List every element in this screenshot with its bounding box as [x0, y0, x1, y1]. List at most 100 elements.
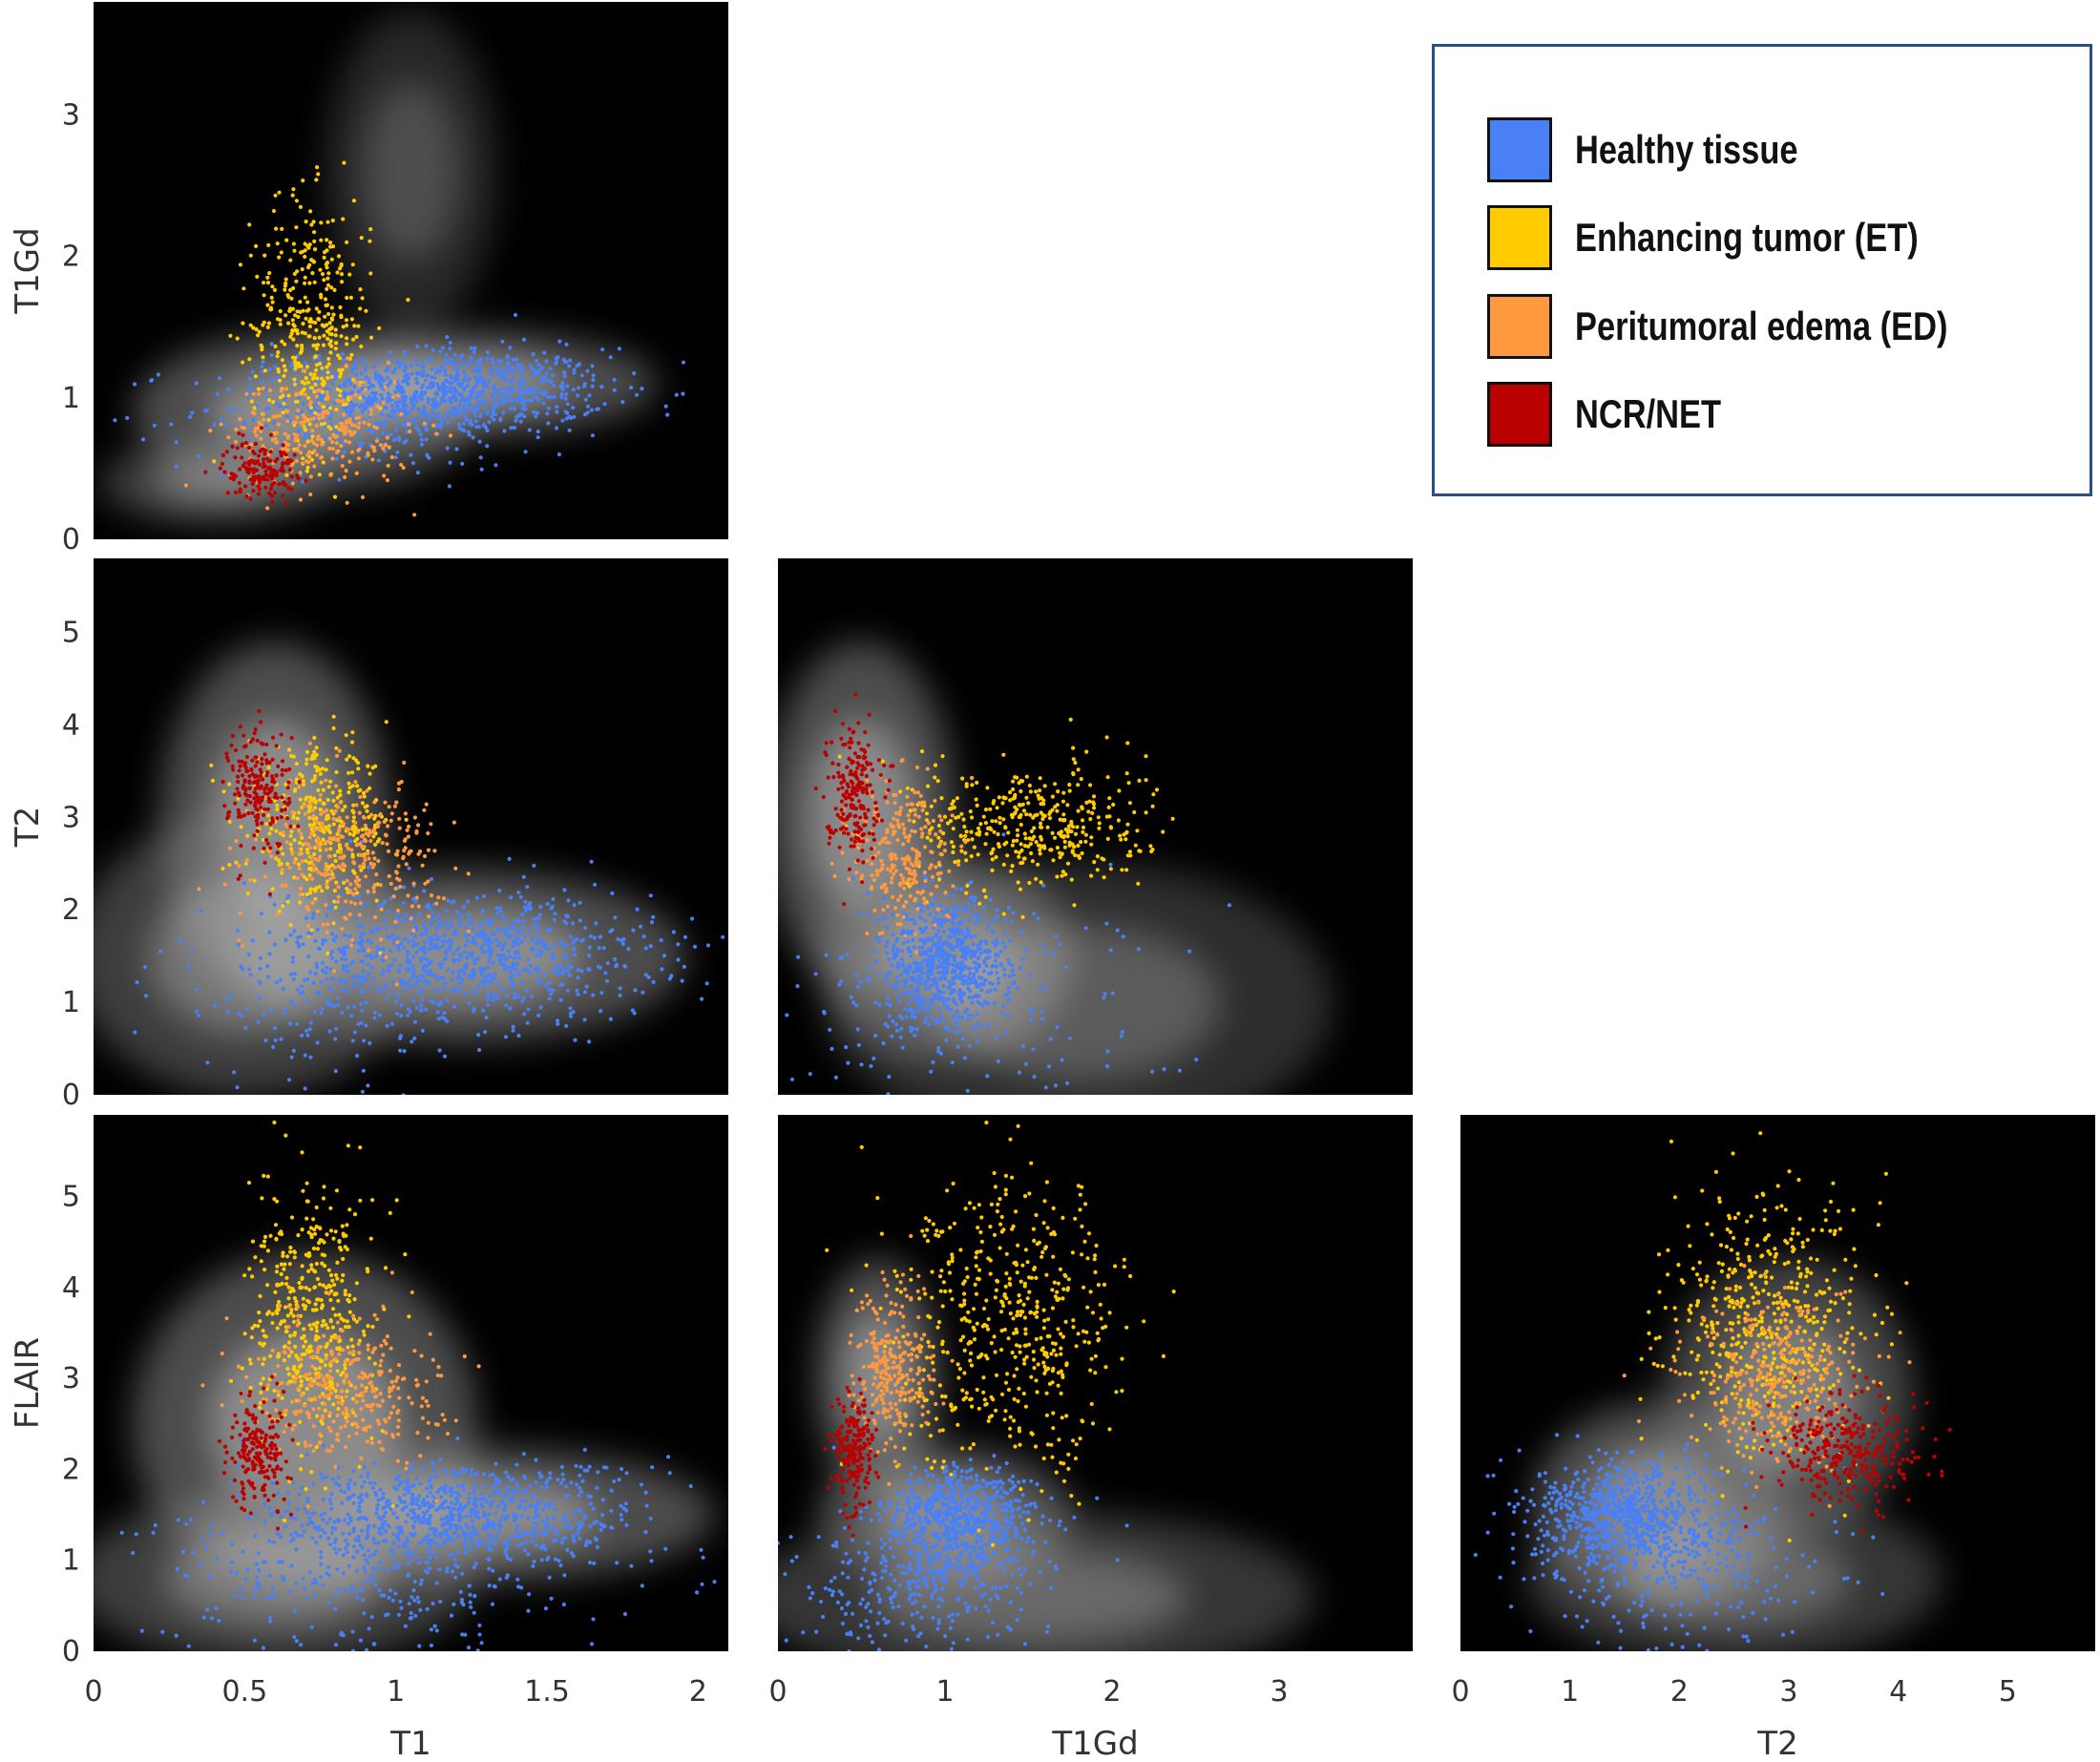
data-point	[266, 321, 271, 325]
data-point	[519, 912, 525, 917]
data-point	[242, 813, 247, 818]
data-point	[284, 883, 288, 888]
data-point	[566, 964, 571, 969]
data-point	[997, 976, 1001, 981]
data-point	[891, 947, 895, 953]
data-point	[304, 1028, 309, 1033]
data-point	[887, 982, 892, 987]
data-point	[262, 451, 267, 456]
data-point	[481, 978, 486, 983]
data-point	[964, 891, 969, 895]
data-point	[516, 379, 522, 384]
data-point	[425, 452, 430, 457]
data-point	[1071, 757, 1076, 762]
data-point	[325, 882, 329, 887]
data-point	[314, 394, 319, 399]
data-point	[976, 852, 980, 857]
data-point	[326, 824, 331, 829]
data-point	[456, 382, 461, 387]
data-point	[306, 334, 311, 339]
data-point	[502, 917, 508, 922]
data-point	[535, 916, 539, 921]
data-point	[262, 846, 266, 851]
data-point	[520, 374, 525, 379]
data-point	[300, 389, 304, 394]
data-point	[894, 985, 899, 990]
data-point	[347, 786, 352, 790]
data-point	[537, 912, 542, 917]
data-point	[231, 477, 236, 482]
data-point	[513, 407, 517, 411]
data-point	[377, 903, 382, 908]
data-point	[485, 991, 490, 996]
data-point	[309, 457, 315, 462]
data-point	[399, 1003, 404, 1008]
data-point	[296, 361, 301, 366]
data-point	[619, 938, 624, 943]
data-point	[248, 323, 253, 327]
data-point	[303, 1053, 307, 1058]
data-point	[312, 239, 317, 243]
data-point	[322, 278, 326, 283]
data-point	[648, 944, 653, 949]
data-point	[1015, 986, 1019, 991]
data-point	[319, 811, 324, 817]
data-point	[431, 423, 436, 428]
data-point	[434, 901, 439, 906]
data-point	[262, 457, 266, 462]
data-point	[414, 980, 419, 985]
data-point	[576, 393, 580, 398]
data-point	[252, 467, 257, 472]
data-point	[993, 958, 998, 963]
data-point	[306, 907, 311, 912]
data-point	[395, 450, 400, 454]
data-point	[635, 392, 640, 397]
data-point	[453, 866, 458, 871]
data-point	[381, 446, 386, 451]
data-point	[587, 1039, 592, 1044]
data-point	[1047, 816, 1053, 821]
data-point	[265, 964, 270, 969]
data-point	[241, 784, 246, 788]
data-point	[416, 990, 422, 995]
data-point	[959, 991, 964, 996]
data-point	[296, 828, 302, 833]
data-point	[320, 389, 325, 394]
data-point	[1052, 952, 1057, 956]
data-point	[904, 1015, 909, 1019]
data-point	[437, 924, 442, 929]
data-point	[303, 281, 307, 285]
data-point	[324, 778, 328, 783]
data-point	[1136, 881, 1141, 886]
data-point	[349, 740, 355, 745]
data-point	[429, 876, 433, 882]
data-point	[452, 952, 456, 956]
data-point	[283, 800, 287, 805]
data-point	[1020, 1043, 1025, 1048]
data-point	[530, 994, 535, 998]
data-point	[376, 989, 381, 994]
data-point	[351, 403, 356, 408]
data-point	[294, 279, 299, 283]
data-point	[885, 996, 890, 1000]
data-point	[608, 929, 613, 934]
data-point	[1045, 825, 1050, 829]
data-point	[973, 1027, 978, 1032]
data-point	[671, 930, 677, 934]
data-point	[309, 320, 315, 325]
data-point	[415, 942, 420, 947]
data-point	[1116, 818, 1121, 823]
data-point	[373, 370, 378, 375]
data-point	[235, 446, 240, 451]
data-point	[289, 474, 294, 479]
data-point	[576, 975, 580, 980]
data-point	[396, 864, 401, 869]
data-point	[587, 968, 592, 973]
data-point	[456, 957, 461, 963]
data-point	[508, 385, 514, 389]
data-point	[453, 406, 458, 410]
data-point	[498, 418, 503, 423]
data-point	[541, 401, 546, 406]
data-point	[426, 848, 431, 852]
data-point	[914, 969, 918, 974]
